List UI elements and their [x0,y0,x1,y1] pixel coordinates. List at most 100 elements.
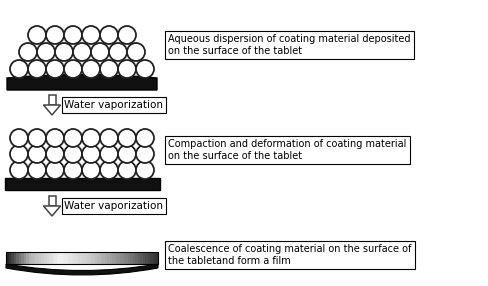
Bar [57,252,60,264]
Bar [19,252,21,264]
Bar [67,252,70,264]
Bar [135,252,138,264]
Bar [82,252,85,264]
Bar [62,252,65,264]
Bar [4,178,160,190]
Circle shape [46,60,64,78]
Circle shape [46,26,64,44]
Bar [59,252,62,264]
Bar [64,252,67,264]
Bar [138,252,141,264]
Polygon shape [43,105,61,115]
Bar [115,252,118,264]
Bar [153,252,156,264]
Text: Coalescence of coating material on the surface of
the tabletand form a film: Coalescence of coating material on the s… [168,244,411,266]
Circle shape [109,43,127,61]
Circle shape [82,26,100,44]
Circle shape [64,60,82,78]
Circle shape [46,161,64,179]
Bar [8,252,12,264]
Bar [105,252,108,264]
Circle shape [64,26,82,44]
Bar [125,252,128,264]
Circle shape [82,145,100,163]
Bar [102,252,105,264]
Bar [122,252,125,264]
Circle shape [28,129,46,147]
Bar [107,252,110,264]
Circle shape [10,161,28,179]
Bar [148,252,151,264]
Bar [100,252,103,264]
Bar [37,252,40,264]
Circle shape [28,161,46,179]
Bar [143,252,146,264]
Circle shape [28,145,46,163]
Circle shape [91,43,109,61]
Text: Aqueous dispersion of coating material deposited
on the surface of the tablet: Aqueous dispersion of coating material d… [168,34,410,56]
Bar [11,252,14,264]
Polygon shape [43,206,61,216]
Circle shape [82,161,100,179]
Bar [29,252,32,264]
Circle shape [64,161,82,179]
PathPatch shape [6,264,158,275]
Bar [110,252,113,264]
Circle shape [136,145,154,163]
Bar [87,252,90,264]
Bar [112,252,116,264]
Polygon shape [48,95,56,105]
Bar [46,252,50,264]
Bar [49,252,52,264]
Bar [118,252,121,264]
Circle shape [100,145,118,163]
Bar [140,252,143,264]
Circle shape [136,60,154,78]
Circle shape [28,26,46,44]
Bar [84,252,87,264]
Circle shape [73,43,91,61]
Circle shape [19,43,37,61]
Bar [74,252,78,264]
PathPatch shape [7,74,157,90]
Circle shape [37,43,55,61]
Bar [41,252,44,264]
Text: Compaction and deformation of coating material
on the surface of the tablet: Compaction and deformation of coating ma… [168,139,407,161]
Polygon shape [48,196,56,206]
Circle shape [118,161,136,179]
Circle shape [64,129,82,147]
Bar [90,252,93,264]
Bar [44,252,47,264]
Circle shape [118,60,136,78]
Bar [34,252,37,264]
Bar [54,252,57,264]
Text: Water vaporization: Water vaporization [64,100,163,110]
Bar [145,252,148,264]
Circle shape [46,129,64,147]
Circle shape [118,129,136,147]
Bar [80,252,82,264]
Bar [24,252,27,264]
Bar [97,252,100,264]
Circle shape [10,60,28,78]
Circle shape [136,129,154,147]
Circle shape [118,145,136,163]
Bar [16,252,19,264]
Bar [77,252,80,264]
Bar [133,252,136,264]
Circle shape [10,129,28,147]
Circle shape [100,129,118,147]
Bar [150,252,153,264]
Circle shape [46,145,64,163]
Circle shape [100,60,118,78]
Circle shape [100,161,118,179]
Circle shape [28,60,46,78]
Circle shape [136,161,154,179]
Circle shape [82,60,100,78]
Bar [14,252,17,264]
Circle shape [127,43,145,61]
Bar [39,252,42,264]
Circle shape [82,129,100,147]
Bar [6,252,158,264]
Bar [72,252,75,264]
